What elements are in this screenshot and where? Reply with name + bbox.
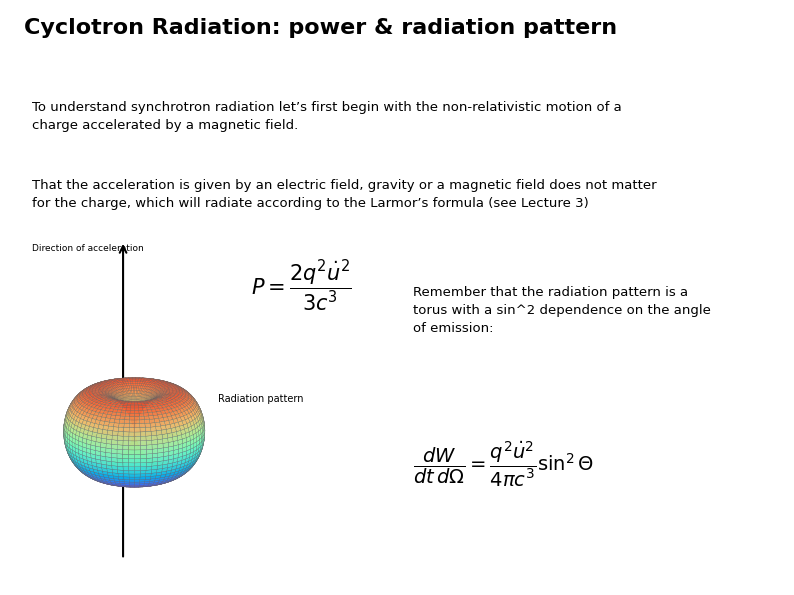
Text: $\dfrac{dW}{dt\,d\Omega} = \dfrac{q^2\dot{u}^2}{4\pi c^3}\sin^2\Theta$: $\dfrac{dW}{dt\,d\Omega} = \dfrac{q^2\do… xyxy=(413,439,594,489)
Text: That the acceleration is given by an electric field, gravity or a magnetic field: That the acceleration is given by an ele… xyxy=(32,178,657,209)
Text: $P = \dfrac{2q^2\dot{u}^2}{3c^3}$: $P = \dfrac{2q^2\dot{u}^2}{3c^3}$ xyxy=(251,259,353,314)
Text: Remember that the radiation pattern is a
torus with a sin^2 dependence on the an: Remember that the radiation pattern is a… xyxy=(413,286,711,334)
Text: Radiation pattern: Radiation pattern xyxy=(218,394,304,403)
Text: Cyclotron Radiation: power & radiation pattern: Cyclotron Radiation: power & radiation p… xyxy=(24,18,617,38)
Text: Direction of acceleration: Direction of acceleration xyxy=(32,244,144,253)
Text: To understand synchrotron radiation let’s first begin with the non-relativistic : To understand synchrotron radiation let’… xyxy=(32,101,622,132)
